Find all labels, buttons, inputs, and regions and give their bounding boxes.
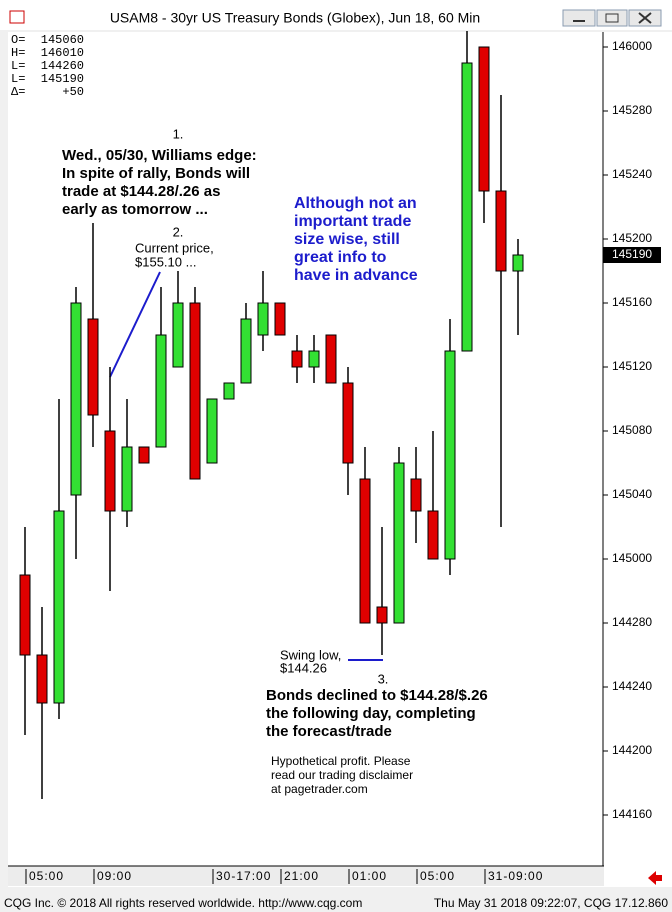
candle-body	[444, 350, 456, 560]
candle-body	[512, 254, 524, 272]
annotation-text: In spite of rally, Bonds will	[62, 165, 250, 182]
stat-label: L=	[11, 72, 25, 86]
y-tick-label: 145000	[612, 551, 652, 565]
candle-body	[427, 510, 439, 560]
candle-body	[138, 446, 150, 464]
candle-body	[19, 574, 31, 656]
candle-body	[240, 318, 252, 384]
candle-body	[104, 430, 116, 512]
x-tick-label: 31-09:00	[488, 869, 543, 883]
x-tick-label: 09:00	[97, 869, 132, 883]
stat-value: 146010	[41, 46, 84, 60]
disclaimer-text: Hypothetical profit. Please	[271, 754, 411, 768]
stat-value: +50	[62, 85, 84, 99]
candle-body	[155, 334, 167, 448]
candle-body	[359, 478, 371, 624]
window-title: USAM8 - 30yr US Treasury Bonds (Globex),…	[110, 10, 480, 26]
annotation-text: great info to	[294, 249, 387, 266]
candle-body	[223, 382, 235, 400]
candle-body	[172, 302, 184, 368]
y-tick-label: 145120	[612, 359, 652, 373]
annotation-text: Current price,	[135, 240, 214, 255]
y-tick-label: 145280	[612, 103, 652, 117]
annotation-text: $155.10 ...	[135, 254, 196, 269]
candle-body	[36, 654, 48, 704]
pointer-line	[109, 271, 161, 378]
candle-body	[308, 350, 320, 368]
candle-body	[342, 382, 354, 464]
x-tick-label: 05:00	[420, 869, 455, 883]
maximize-glyph	[605, 13, 619, 23]
footer-left: CQG Inc. © 2018 All rights reserved worl…	[4, 896, 362, 910]
candle-body	[87, 318, 99, 416]
candle-body	[189, 302, 201, 480]
stat-label: Δ=	[11, 85, 25, 99]
chart-area	[8, 32, 672, 887]
current-price-label: 145190	[612, 247, 652, 261]
stat-label: H=	[11, 46, 25, 60]
stat-label: O=	[11, 33, 25, 47]
annotation-text: the forecast/trade	[266, 723, 392, 740]
candle-body	[70, 302, 82, 496]
candle-body	[257, 302, 269, 336]
title-bar	[0, 0, 672, 30]
y-tick-label: 144240	[612, 679, 652, 693]
candle-body	[53, 510, 65, 704]
annotation-number: 2.	[173, 224, 184, 239]
maximize-button[interactable]	[596, 9, 628, 27]
annotation-text: Wed., 05/30, Williams edge:	[62, 147, 257, 164]
y-tick-label: 146000	[612, 39, 652, 53]
stat-value: 145060	[41, 33, 84, 47]
stat-label: L=	[11, 59, 25, 73]
stat-value: 144260	[41, 59, 84, 73]
x-tick-label: 21:00	[284, 869, 319, 883]
annotation-text: $144.26	[280, 660, 327, 675]
annotation-number: 1.	[173, 126, 184, 141]
annotation-number: 3.	[378, 671, 389, 686]
close-glyph	[638, 12, 652, 24]
x-tick-label: 01:00	[352, 869, 387, 883]
y-tick-label: 145160	[612, 295, 652, 309]
disclaimer-text: read our trading disclaimer	[271, 768, 413, 782]
y-tick-label: 144200	[612, 743, 652, 757]
candle-body	[495, 190, 507, 272]
disclaimer-text: at pagetrader.com	[271, 782, 368, 796]
y-tick-label: 144160	[612, 807, 652, 821]
candle-body	[393, 462, 405, 624]
y-tick-label: 144280	[612, 615, 652, 629]
annotation-text: the following day, completing	[266, 705, 476, 722]
y-tick-label: 145200	[612, 231, 652, 245]
y-tick-label: 145080	[612, 423, 652, 437]
candle-body	[376, 606, 388, 624]
time-axis-band	[8, 866, 604, 886]
current-price-box	[603, 247, 661, 263]
y-tick-label: 145240	[612, 167, 652, 181]
annotation-text: Although not an	[294, 195, 417, 212]
app-icon	[9, 10, 25, 24]
annotation-text: early as tomorrow ...	[62, 201, 208, 218]
candle-body	[121, 446, 133, 512]
annotation-text: Bonds declined to $144.28/$.26	[266, 687, 488, 704]
annotation-text: size wise, still	[294, 231, 400, 248]
annotation-text: trade at $144.28/.26 as	[62, 183, 220, 200]
x-tick-label: 30-17:00	[216, 869, 271, 883]
minimize-button[interactable]	[562, 9, 596, 27]
candle-body	[478, 46, 490, 192]
annotation-text: Swing low,	[280, 647, 341, 662]
candle-body	[410, 478, 422, 512]
footer-right: Thu May 31 2018 09:22:07, CQG 17.12.860	[434, 896, 668, 910]
scroll-arrow[interactable]	[648, 871, 662, 885]
candle-body	[325, 334, 337, 384]
candle-body	[206, 398, 218, 464]
candle-body	[274, 302, 286, 336]
candle-body	[291, 350, 303, 368]
x-tick-label: 05:00	[29, 869, 64, 883]
candle-body	[461, 62, 473, 352]
stat-value: 145190	[41, 72, 84, 86]
y-tick-label: 145040	[612, 487, 652, 501]
annotation-text: important trade	[294, 213, 411, 230]
annotation-text: have in advance	[294, 267, 418, 284]
